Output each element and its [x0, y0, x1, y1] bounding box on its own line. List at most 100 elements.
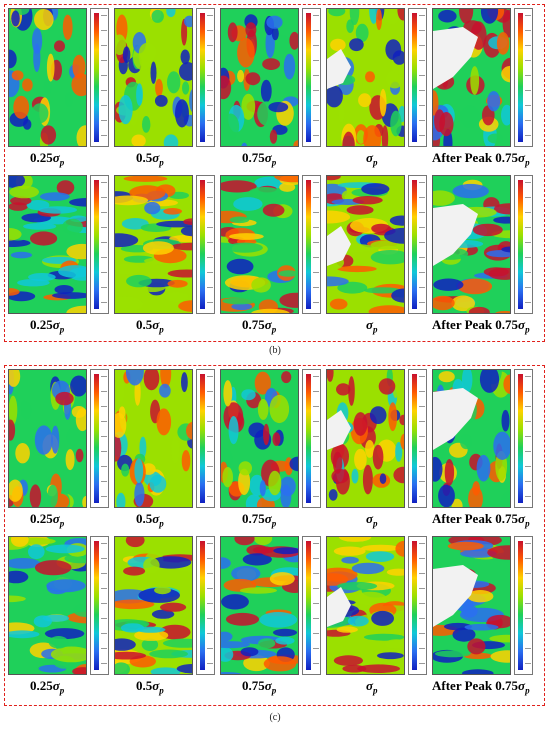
- color-gradient: [200, 180, 205, 309]
- scale-tick: [525, 272, 531, 273]
- scale-tick: [101, 376, 107, 377]
- contour-blob: [221, 113, 240, 140]
- contour-blob: [151, 9, 164, 23]
- strain-contour-map: [114, 536, 193, 675]
- contour-blob: [472, 223, 503, 237]
- contour-blob: [222, 467, 233, 488]
- contour-blob: [358, 93, 372, 108]
- contour-blob: [229, 216, 250, 224]
- scale-tick: [525, 481, 531, 482]
- contour-blob: [369, 406, 387, 424]
- contour-blob: [354, 591, 387, 606]
- contour-blob: [138, 42, 157, 63]
- contour-blob: [242, 553, 272, 566]
- contour-blob: [54, 285, 74, 294]
- contour-blob: [371, 610, 394, 626]
- contour-blob: [438, 371, 455, 383]
- caption-prefix: After Peak 0.75: [432, 150, 519, 165]
- scale-tick: [525, 90, 531, 91]
- contour-blob: [115, 233, 139, 248]
- scale-tick: [419, 75, 425, 76]
- strain-contour-map: [432, 8, 511, 147]
- contour-blob: [181, 372, 188, 393]
- scale-tick: [207, 466, 213, 467]
- contour-blob: [143, 370, 160, 391]
- contour-blob: [268, 102, 289, 113]
- caption-symbol: σ: [264, 317, 272, 332]
- contour-blob: [178, 300, 192, 312]
- scale-tick: [101, 391, 107, 392]
- scale-tick: [313, 197, 319, 198]
- scale-tick: [313, 618, 319, 619]
- strain-map-cell: After Peak 0.75σp: [432, 369, 536, 533]
- contour-blob: [9, 570, 29, 584]
- contour-blob: [66, 243, 86, 260]
- contour-blob: [226, 258, 254, 275]
- contour-blob: [160, 370, 172, 389]
- contour-blob: [377, 652, 404, 660]
- color-scale-bar: [196, 175, 215, 314]
- contour-blob: [62, 14, 73, 41]
- scale-tick: [313, 60, 319, 61]
- scale-tick: [207, 242, 213, 243]
- contour-blob: [136, 83, 143, 106]
- caption-symbol: σ: [52, 150, 60, 165]
- scale-tick: [207, 406, 213, 407]
- contour-blob: [166, 9, 176, 18]
- color-gradient: [306, 541, 311, 670]
- contour-blob: [365, 71, 375, 83]
- contour-blob: [336, 383, 351, 396]
- contour-blob: [240, 647, 259, 657]
- contour-blob: [327, 176, 341, 181]
- scale-tick: [419, 481, 425, 482]
- contour-blob: [66, 305, 86, 313]
- caption-prefix: 0.5: [136, 678, 153, 693]
- scale-tick: [525, 558, 531, 559]
- contour-blob: [40, 125, 57, 145]
- contour-blob: [45, 544, 85, 554]
- scale-tick: [207, 558, 213, 559]
- strain-map-cell: 0.25σp: [8, 8, 112, 172]
- contour-blob: [238, 461, 252, 476]
- scale-tick: [313, 391, 319, 392]
- strain-map-cell: After Peak 0.75σp: [432, 175, 536, 339]
- scale-tick: [419, 376, 425, 377]
- contour-blob: [289, 31, 298, 50]
- contour-blob: [143, 557, 160, 574]
- scale-tick: [207, 75, 213, 76]
- contour-blob: [459, 9, 474, 24]
- contour-blob: [463, 652, 493, 660]
- contour-blob: [159, 383, 171, 398]
- contour-blob: [327, 370, 334, 382]
- crack-region: [327, 410, 351, 450]
- contour-blob: [395, 540, 404, 557]
- contour-blob: [452, 627, 476, 642]
- contour-blob: [468, 306, 490, 313]
- scale-tick: [207, 212, 213, 213]
- scale-tick: [419, 391, 425, 392]
- contour-blob: [273, 547, 298, 555]
- scale-tick: [313, 135, 319, 136]
- contour-blob: [254, 176, 285, 190]
- stress-level-caption: After Peak 0.75σp: [432, 317, 530, 335]
- contour-blob: [371, 223, 391, 234]
- contour-blob: [399, 414, 404, 426]
- scale-tick: [525, 30, 531, 31]
- contour-blob: [254, 371, 271, 395]
- contour-blob: [361, 544, 401, 552]
- contour-blob: [365, 551, 395, 562]
- caption-subscript: p: [525, 157, 530, 168]
- contour-blob: [349, 38, 364, 52]
- contour-blob: [390, 110, 402, 137]
- contour-blob: [269, 129, 278, 144]
- contour-blob: [388, 402, 398, 432]
- contour-blob: [9, 239, 31, 247]
- contour-blob: [156, 220, 192, 228]
- stress-level-caption: 0.25σp: [30, 150, 64, 168]
- scale-tick: [313, 272, 319, 273]
- stress-level-caption: After Peak 0.75σp: [432, 511, 530, 529]
- caption-subscript: p: [271, 324, 277, 335]
- contour-blob: [433, 190, 455, 206]
- contour-blob: [372, 444, 384, 470]
- contour-blob: [144, 201, 161, 215]
